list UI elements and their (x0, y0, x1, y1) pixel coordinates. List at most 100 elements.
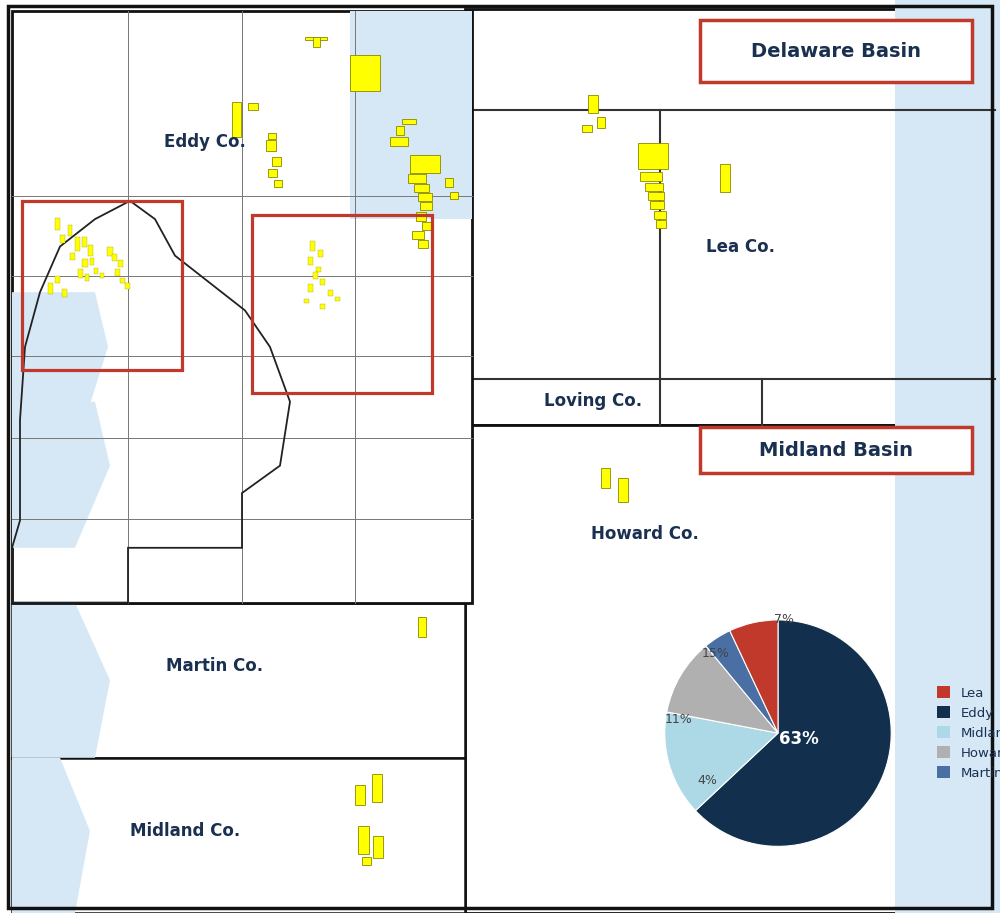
Bar (62, 289, 67, 297)
Bar (272, 157, 281, 166)
Bar (90, 258, 94, 265)
Bar (372, 774, 382, 802)
Bar (588, 95, 598, 113)
Bar (597, 117, 605, 128)
Text: Lea Co.: Lea Co. (706, 237, 774, 256)
Bar (68, 225, 72, 236)
Polygon shape (350, 11, 472, 219)
Bar (12, 11, 472, 603)
Bar (266, 140, 276, 151)
Bar (248, 103, 258, 110)
Bar (252, 215, 432, 393)
Legend: Lea, Eddy, Midland, Howard, Martin: Lea, Eddy, Midland, Howard, Martin (932, 681, 1000, 785)
Bar (310, 241, 315, 251)
Bar (416, 212, 426, 221)
Bar (445, 178, 453, 187)
Polygon shape (895, 425, 1000, 913)
Bar (418, 617, 426, 637)
Text: Delaware Basin: Delaware Basin (751, 42, 921, 60)
Bar (115, 269, 120, 276)
Bar (313, 272, 318, 279)
Bar (656, 220, 666, 228)
Bar (700, 427, 972, 473)
Bar (318, 250, 323, 257)
Bar (48, 283, 53, 294)
Text: 4%: 4% (698, 774, 718, 787)
Bar (60, 235, 65, 243)
Bar (618, 478, 628, 502)
Text: Loving Co.: Loving Co. (544, 392, 642, 410)
Bar (78, 269, 83, 278)
Bar (373, 836, 383, 858)
Polygon shape (12, 758, 90, 913)
Bar (70, 253, 75, 260)
Bar (274, 180, 282, 187)
Polygon shape (12, 402, 110, 548)
Text: 11%: 11% (664, 713, 692, 726)
Bar (350, 55, 380, 91)
Bar (450, 192, 458, 199)
Polygon shape (895, 0, 1000, 425)
Bar (305, 37, 327, 40)
Bar (420, 202, 432, 210)
Bar (465, 425, 995, 913)
Bar (700, 20, 972, 82)
Bar (125, 283, 130, 289)
Bar (358, 826, 369, 854)
Bar (320, 304, 325, 309)
Bar (320, 279, 325, 285)
Bar (654, 211, 666, 219)
Bar (418, 240, 428, 248)
Bar (638, 143, 668, 169)
Bar (100, 273, 104, 278)
Bar (410, 155, 440, 173)
Bar (328, 290, 333, 296)
Bar (120, 278, 125, 283)
Bar (418, 193, 432, 201)
Wedge shape (730, 620, 778, 733)
Bar (582, 125, 592, 132)
Polygon shape (12, 603, 110, 758)
Bar (335, 297, 340, 301)
Bar (232, 102, 241, 137)
Bar (601, 468, 610, 488)
Bar (720, 164, 730, 192)
Bar (650, 201, 664, 209)
Bar (396, 126, 404, 135)
Text: Midland Co.: Midland Co. (130, 822, 240, 840)
Wedge shape (695, 620, 891, 846)
Text: Howard Co.: Howard Co. (591, 525, 699, 543)
Bar (75, 237, 80, 251)
Bar (402, 119, 416, 124)
Bar (422, 222, 432, 230)
Bar (112, 254, 117, 261)
Bar (412, 231, 424, 239)
Bar (645, 183, 663, 191)
Bar (390, 137, 408, 146)
Wedge shape (665, 712, 778, 811)
Bar (88, 245, 93, 256)
Text: 63%: 63% (779, 729, 818, 748)
Text: Martin Co.: Martin Co. (166, 657, 264, 676)
Bar (107, 247, 113, 256)
Bar (362, 857, 371, 865)
Bar (55, 276, 60, 283)
Text: 15%: 15% (702, 647, 730, 660)
Wedge shape (706, 631, 778, 733)
Bar (55, 218, 60, 230)
Bar (118, 260, 123, 267)
Bar (85, 274, 89, 281)
Bar (308, 284, 313, 292)
Bar (82, 237, 87, 247)
Bar (640, 172, 662, 181)
Text: Eddy Co.: Eddy Co. (164, 132, 246, 151)
Bar (316, 267, 321, 272)
Text: 7%: 7% (774, 614, 794, 626)
Bar (12, 758, 465, 913)
Polygon shape (12, 292, 108, 429)
Text: Midland Basin: Midland Basin (759, 441, 913, 459)
Bar (304, 299, 309, 303)
Bar (408, 174, 426, 183)
Bar (12, 603, 465, 758)
Bar (94, 268, 98, 274)
